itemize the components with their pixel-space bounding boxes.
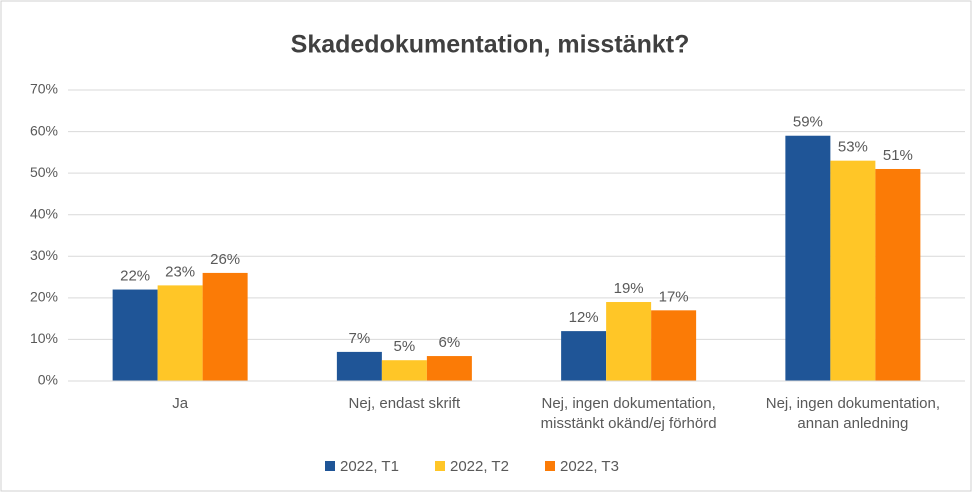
y-tick-label: 20%: [30, 289, 58, 305]
bar: [336, 351, 382, 381]
bar: [875, 168, 921, 381]
bar: [561, 331, 607, 381]
legend-label: 2022, T1: [340, 458, 399, 475]
x-tick-label: Nej, ingen dokumentation, misstänkt okän…: [540, 395, 717, 432]
data-label: 5%: [394, 338, 416, 355]
data-label: 22%: [120, 268, 150, 285]
data-label: 19%: [614, 280, 644, 297]
chart-title: Skadedokumentation, misstänkt?: [291, 31, 690, 59]
data-label: 59%: [793, 114, 823, 131]
x-tick-label: Ja: [172, 395, 189, 412]
data-label: 7%: [349, 330, 371, 347]
legend-label: 2022, T3: [560, 458, 619, 475]
data-label: 17%: [659, 288, 689, 305]
bar: [202, 272, 248, 381]
legend-label: 2022, T2: [450, 458, 509, 475]
bar: [157, 285, 203, 381]
bar: [651, 310, 697, 381]
data-label: 23%: [165, 263, 195, 280]
bar: [381, 360, 427, 381]
bar: [112, 289, 158, 381]
data-label: 26%: [210, 251, 240, 268]
y-tick-label: 40%: [30, 205, 58, 221]
data-label: 53%: [838, 139, 868, 156]
bar: [426, 356, 472, 381]
y-tick-label: 10%: [30, 330, 58, 346]
bar: [830, 160, 876, 381]
legend-swatch: [325, 461, 335, 471]
legend-swatch: [545, 461, 555, 471]
y-tick-label: 30%: [30, 247, 58, 263]
x-tick-label: Nej, endast skrift: [348, 395, 461, 412]
legend-swatch: [435, 461, 445, 471]
data-label: 51%: [883, 147, 913, 164]
data-label: 6%: [439, 334, 461, 351]
bar: [606, 302, 652, 381]
y-tick-label: 70%: [30, 81, 58, 97]
y-tick-label: 0%: [38, 372, 58, 388]
data-label: 12%: [569, 309, 599, 326]
y-tick-label: 50%: [30, 164, 58, 180]
x-tick-label: Nej, ingen dokumentation, annan anlednin…: [765, 395, 941, 432]
y-tick-label: 60%: [30, 122, 58, 138]
bar: [785, 135, 831, 381]
